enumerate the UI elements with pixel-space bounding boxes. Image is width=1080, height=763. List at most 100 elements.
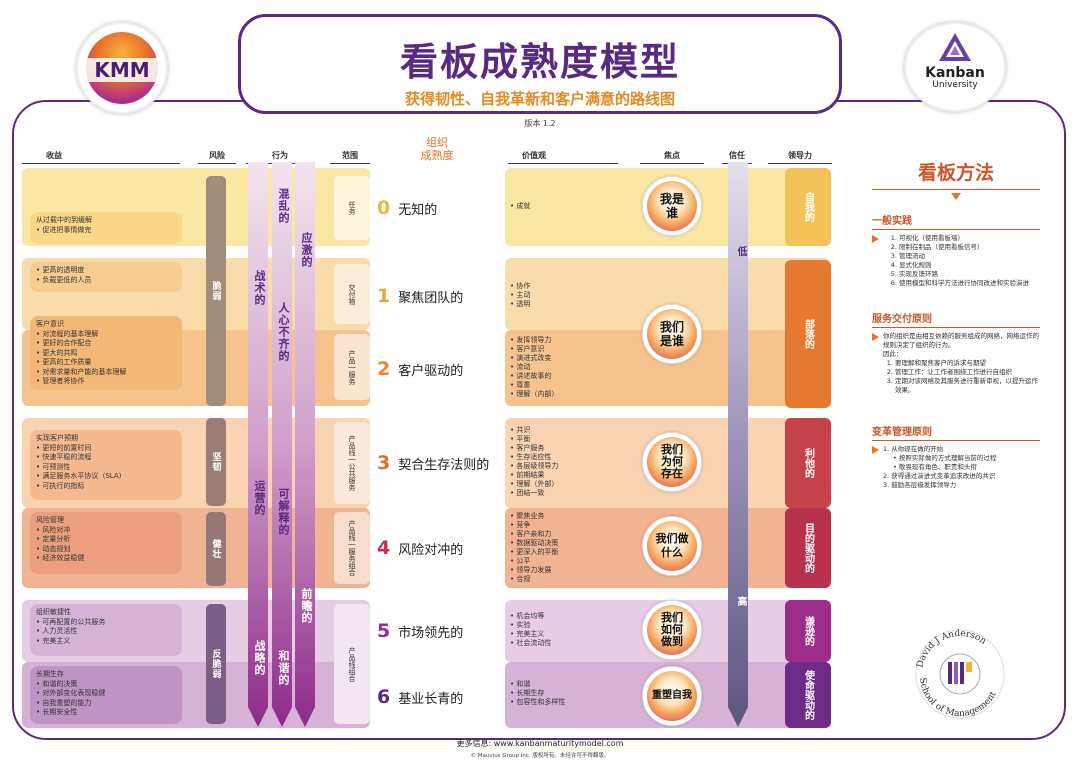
benefit-card: 客户意识 对流程的基本理解 更好的合作配合 更大的共鸣 更高的工作质量 对需求量…: [30, 316, 182, 390]
focus-label: 我们 是谁: [647, 309, 697, 359]
values-list-6: 和谐长期生存包容性和多样性: [510, 680, 565, 707]
value-item: 社会流动性: [510, 639, 551, 648]
general-practice-item: 实现反馈环路: [899, 270, 1029, 279]
kmm-logo: KMM: [76, 22, 168, 114]
ku-triangle-icon: [939, 33, 971, 61]
value-item: 包容性和多样性: [510, 698, 565, 707]
arrow-right-icon: [872, 333, 879, 341]
school-of-management-seal: David J Anderson School of Management: [915, 629, 1005, 719]
behavior-misaligned: 人心不齐的: [277, 302, 290, 362]
leadership-purpose-driven: 目的驱动的: [785, 508, 831, 588]
level-number: 3: [377, 452, 391, 474]
benefit-item: 促进把事情做完: [36, 226, 176, 236]
benefit-card: 实现客户预期 更短的前置时间 快速平稳的流程 可预测性 满足服务水平协议（SLA…: [30, 430, 182, 500]
risk-label: 反脆弱: [210, 649, 221, 679]
benefit-item: 人力灵活性: [36, 627, 176, 637]
focus-circle-3: 我们做 什么: [642, 516, 702, 576]
focus-label: 我们 如何 做到: [647, 605, 697, 655]
risk-label: 健壮: [210, 539, 221, 559]
benefit-item: 更大的共鸣: [36, 349, 176, 359]
benefit-item: 更高的工作质量: [36, 358, 176, 368]
value-item: 更深入的平衡: [510, 548, 558, 557]
value-item: 透明: [510, 300, 530, 309]
benefit-heading: 组织敏捷性: [36, 608, 71, 616]
leadership-humble: 谦逊的: [785, 600, 831, 662]
service-principle-item: 管理工作：让工作者围绕工作进行自组织: [895, 368, 1040, 377]
benefit-item: 定量分析: [36, 535, 176, 545]
general-practice-item: 管理流动: [899, 252, 1029, 261]
leadership-altruistic: 利他的: [785, 418, 831, 508]
kanban-method-panel: 看板方法 一般实践 可视化（使用看板墙） 限制在制品（使用看板信号） 管理流动 …: [872, 158, 1040, 490]
general-practice-item: 限制在制品（使用看板信号）: [899, 243, 1029, 252]
scope-service-portfolio: 产品线 | 服务组合: [334, 512, 370, 584]
benefit-item: 对流程的基本理解: [36, 330, 176, 340]
level-number: 6: [377, 686, 391, 708]
benefit-item: 经济效益稳健: [36, 554, 176, 564]
maturity-level-2: 2 客户驱动的: [377, 358, 463, 380]
value-item: 理解（内部）: [510, 390, 558, 399]
benefit-item: 和谐的决策: [36, 680, 176, 690]
value-item: 生存适应性: [510, 453, 558, 462]
leadership-mission-driven: 使命驱动的: [785, 662, 831, 728]
value-item: 团结一致: [510, 489, 558, 498]
benefit-item: 自我重塑的能力: [36, 699, 176, 709]
benefit-item: 可执行的指标: [36, 482, 176, 492]
focus-circle-0: 我是 谁: [642, 176, 702, 236]
values-list-4: 聚焦业务竞争客户亲和力数据驱动决策更深入的平衡公平领导力发展合规: [510, 512, 558, 584]
value-item: 共识: [510, 426, 558, 435]
focus-label: 我们做 什么: [647, 521, 697, 571]
change-principle-item: 鼓励各层级发挥领导力: [891, 481, 957, 489]
level-number: 1: [377, 285, 391, 307]
focus-circle-1: 我们 是谁: [642, 304, 702, 364]
focus-circle-2: 我们 为何 存在: [642, 432, 702, 492]
value-item: 长期生存: [510, 689, 565, 698]
scope-label: 产品 | 服务: [348, 349, 356, 385]
benefit-item: 风险对冲: [36, 526, 176, 536]
values-list-3: 共识平衡客户服务生存适应性各层级领导力前期结果理解（外部）团结一致: [510, 426, 558, 498]
benefit-item: 可再配置的公共服务: [36, 618, 176, 628]
level-label: 基业长青的: [398, 691, 464, 707]
benefit-item: 更短的前置时间: [36, 444, 176, 454]
values-list-0: 成就: [510, 202, 530, 211]
value-item: 流动: [510, 363, 558, 372]
service-principle-item: 定期对该网络及其服务进行重新审视，以提升运作效果。: [895, 377, 1040, 395]
benefit-heading: 实现客户预期: [36, 434, 78, 442]
behavior-arrow-2: [272, 162, 292, 727]
level-number: 5: [377, 620, 391, 642]
header-leadership: 领导力: [768, 150, 832, 164]
kmm-logo-text: KMM: [86, 58, 158, 82]
maturity-level-1: 1 聚焦团队的: [377, 285, 463, 307]
leadership-label: 自我的: [802, 192, 814, 222]
benefit-item: 更好的合作配合: [36, 339, 176, 349]
scope-label: 交付物: [348, 283, 356, 305]
level-number: 2: [377, 358, 391, 380]
value-item: 演进式改变: [510, 354, 558, 363]
header-risk: 风险: [198, 150, 236, 164]
value-item: 成就: [510, 202, 530, 211]
focus-label: 我们 为何 存在: [647, 437, 697, 487]
page-title: 看板成熟度模型: [399, 40, 680, 84]
value-item: 讲述故事的: [510, 372, 558, 381]
benefit-card: 从过载中的到缓解 促进把事情做完: [30, 212, 182, 244]
leadership-label: 使命驱动的: [802, 670, 814, 720]
benefit-item: 可预测性: [36, 463, 176, 473]
risk-fragile: 脆弱: [206, 176, 226, 406]
change-principle-subitem: 按照实际做的方式理解当前的过程: [898, 454, 997, 462]
value-item: 公平: [510, 557, 558, 566]
benefit-item: 管理者将协作: [36, 377, 176, 387]
values-list-5: 机会均等实验完美主义社会流动性: [510, 612, 551, 648]
version-label: 版本 1.2: [524, 119, 556, 128]
service-principle-item: 要理解和聚焦客户的诉求与期望: [895, 359, 1040, 368]
header-values: 价值观: [508, 150, 618, 164]
risk-robust: 健壮: [206, 512, 226, 586]
scope-product-line: 产品线 | 公共服务: [334, 422, 370, 504]
behavior-tactical: 战术的: [253, 270, 266, 306]
benefit-item: 满足服务水平协议（SLA): [36, 472, 176, 482]
benefit-heading: 长期生存: [36, 670, 64, 678]
general-practice-item: 使用模型和科学方法进行协同改进和实验演进: [899, 279, 1029, 288]
value-item: 机会均等: [510, 612, 551, 621]
scope-label: 产品线 | 公共服务: [348, 435, 356, 491]
value-item: 数据驱动决策: [510, 539, 558, 548]
value-item: 平衡: [510, 435, 558, 444]
benefit-item: 对外部变化表现稳健: [36, 689, 176, 699]
